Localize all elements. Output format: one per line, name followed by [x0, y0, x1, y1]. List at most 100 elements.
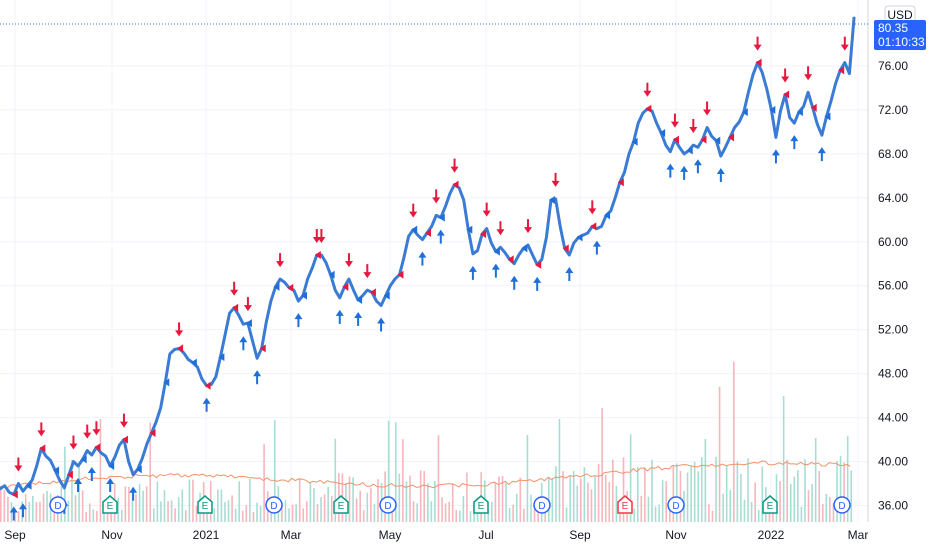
sell-signal-arrow [363, 264, 372, 279]
y-tick-label: 44.00 [878, 411, 908, 425]
volume-bar [547, 476, 550, 522]
volume-bar [594, 476, 596, 522]
sell-signal-arrow [840, 36, 849, 51]
signal-flag [466, 225, 473, 234]
event-marker-D: D [49, 496, 67, 514]
buy-signal-arrow [817, 147, 826, 162]
volume-bar [252, 511, 255, 522]
buy-signal-arrow [771, 149, 780, 164]
volume-bar [42, 493, 45, 522]
volume-bar [234, 508, 237, 522]
volume-bar [28, 501, 31, 522]
y-tick-label: 48.00 [878, 367, 908, 381]
volume-bar [145, 486, 148, 522]
signal-flag [617, 178, 624, 187]
volume-bar [580, 478, 582, 522]
sell-signal-arrow [276, 253, 285, 268]
volume-bar [494, 483, 497, 522]
currency-label: USD [887, 8, 913, 22]
volume-bar [537, 511, 539, 522]
volume-bar [17, 511, 20, 522]
volume-bar [615, 485, 618, 522]
buy-signal-arrow [335, 309, 344, 324]
signal-flag [755, 58, 762, 67]
signal-flag [728, 133, 735, 142]
event-marker-D: D [265, 496, 283, 514]
dividend-marker [833, 496, 851, 514]
volume-bar [647, 496, 650, 522]
sell-signal-arrow [450, 158, 459, 173]
volume-bar [814, 437, 817, 522]
volume-bar [544, 505, 547, 522]
volume-bar [661, 480, 664, 522]
volume-bar [149, 422, 152, 522]
sell-signal-arrow [482, 202, 491, 217]
volume-bar [416, 503, 418, 522]
volume-bar [81, 490, 84, 522]
signal-flag [356, 296, 363, 305]
signal-flag [452, 180, 459, 189]
signal-flag [121, 435, 128, 444]
buy-signal-arrow [790, 135, 799, 150]
volume-bar [245, 505, 248, 522]
volume-bar [370, 488, 372, 522]
event-marker-label: D [54, 501, 61, 512]
volume-bar [832, 503, 835, 522]
volume-bar [779, 481, 781, 522]
sell-signal-arrow [643, 82, 652, 97]
volume-bar [110, 511, 112, 522]
currency-badge[interactable]: USD [884, 5, 916, 25]
volume-bar [71, 459, 73, 522]
volume-bar [665, 481, 668, 522]
event-marker-label: E [107, 501, 114, 512]
buy-signal-arrow [680, 165, 689, 180]
event-marker-label: E [767, 501, 774, 512]
buy-signal-arrow [491, 263, 500, 278]
volume-bar [7, 496, 9, 522]
x-tick-label: 2022 [758, 528, 785, 542]
volume-bar [679, 470, 682, 522]
volume-bar [163, 490, 166, 522]
volume-bar [167, 501, 169, 522]
volume-bar [188, 479, 191, 522]
signal-flag [163, 378, 170, 387]
volume-bar [487, 509, 490, 522]
signal-flag [245, 319, 252, 328]
volume-bar [192, 479, 194, 522]
volume-bar [512, 504, 514, 522]
sell-signal-arrow [92, 421, 101, 436]
volume-bar [373, 504, 376, 522]
signal-flag [631, 137, 638, 146]
volume-bar [590, 489, 593, 522]
volume-bar [793, 476, 796, 522]
sell-signal-arrow [14, 457, 23, 472]
volume-bar [821, 503, 824, 522]
volume-bar [622, 457, 625, 522]
volume-bar [576, 485, 579, 522]
sell-signal-arrow [312, 228, 321, 243]
volume-bar [441, 497, 443, 522]
volume-bar [195, 505, 198, 522]
volume-bar [644, 467, 646, 522]
y-tick-label: 40.00 [878, 455, 908, 469]
buy-signal-arrow [294, 313, 303, 328]
event-marker-E: E [197, 495, 213, 514]
signal-flag [232, 303, 239, 312]
event-marker-E: E [333, 495, 349, 514]
sell-signal-arrow [37, 422, 46, 437]
x-tick-label: Sep [4, 528, 26, 542]
volume-bar [281, 502, 283, 522]
sell-signal-arrow [119, 413, 128, 428]
signal-flag [824, 112, 831, 121]
volume-bar [846, 435, 849, 522]
volume-bar [526, 435, 529, 522]
volume-bar [355, 498, 358, 522]
volume-bar [640, 495, 643, 522]
signal-flag [135, 465, 142, 474]
sell-signal-arrow [175, 322, 184, 337]
dividend-marker [49, 496, 67, 514]
volume-bar [430, 501, 433, 522]
buy-signal-arrow [533, 276, 542, 291]
volume-bar [284, 500, 287, 522]
